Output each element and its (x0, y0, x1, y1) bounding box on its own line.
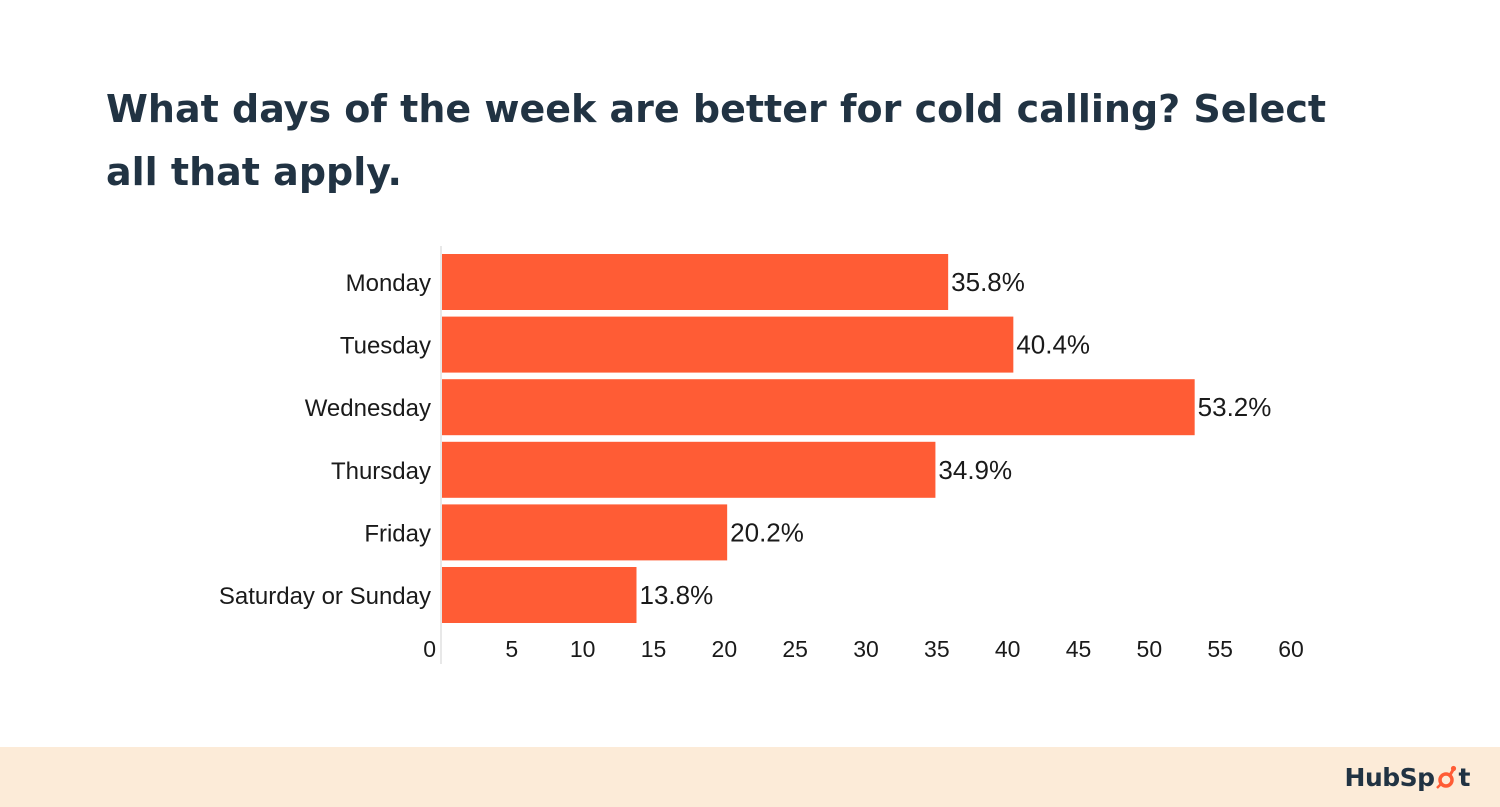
x-tick-label: 35 (924, 636, 950, 662)
x-tick-label: 10 (570, 636, 596, 662)
x-tick-label: 50 (1137, 636, 1163, 662)
x-tick-label: 60 (1278, 636, 1304, 662)
bar-wednesday (442, 379, 1195, 436)
x-tick-label: 25 (782, 636, 808, 662)
data-label: 40.4% (1016, 330, 1090, 360)
x-tick-label: 0 (423, 636, 436, 662)
logo-text: HubSp (1344, 762, 1436, 792)
bar-tuesday (442, 316, 1014, 373)
bar-friday (442, 504, 728, 561)
data-label: 13.8% (640, 580, 714, 610)
bar-thursday (442, 441, 936, 498)
x-tick-label: 55 (1207, 636, 1233, 662)
category-label: Saturday or Sunday (219, 583, 431, 610)
hubspot-logo: HubSp t (1344, 759, 1471, 795)
footer-band: HubSp t (0, 747, 1500, 807)
category-label: Thursday (331, 458, 431, 485)
category-label: Friday (364, 520, 431, 547)
logo-text-end: t (1458, 762, 1471, 792)
x-tick-label: 30 (853, 636, 879, 662)
bar-monday (442, 254, 949, 310)
data-label: 34.9% (938, 455, 1012, 485)
x-tick-label: 45 (1066, 636, 1092, 662)
x-tick-label: 40 (995, 636, 1021, 662)
data-label: 20.2% (730, 517, 804, 547)
bar-chart: Monday 35.8% Tuesday 40.4% Wednesday 53.2% Thu… (219, 246, 1304, 664)
x-tick-label: 5 (505, 636, 518, 662)
sprocket-icon (1435, 765, 1456, 789)
bar-saturday-or-sunday (442, 567, 637, 623)
category-label: Wednesday (305, 395, 431, 422)
data-label: 53.2% (1198, 392, 1272, 422)
chart-title: What days of the week are better for col… (106, 87, 1327, 194)
data-label: 35.8% (951, 267, 1025, 297)
x-tick-label: 15 (641, 636, 667, 662)
x-tick-label: 20 (712, 636, 738, 662)
category-label: Monday (346, 270, 431, 297)
category-label: Tuesday (340, 333, 431, 360)
